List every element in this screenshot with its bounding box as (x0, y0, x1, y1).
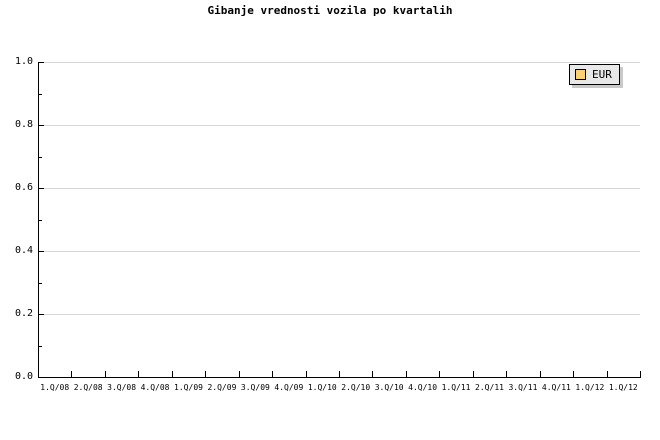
y-axis-label: 1.0 (14, 56, 33, 67)
x-axis-tick (607, 371, 608, 377)
y-axis-tick-minor (39, 94, 42, 95)
x-axis-tick (406, 371, 407, 377)
y-axis-tick-minor (39, 346, 42, 347)
y-axis-label: 0.2 (14, 308, 33, 319)
x-axis-tick (573, 371, 574, 377)
x-axis-label: 2.Q/09 (207, 383, 237, 392)
x-axis-label: 2.Q/08 (73, 383, 103, 392)
x-axis-label: 3.Q/09 (240, 383, 270, 392)
y-axis-tick-major (39, 125, 44, 126)
y-axis-label: 0.6 (14, 182, 33, 193)
x-axis-tick (138, 371, 139, 377)
x-axis-label: 1.Q/09 (174, 383, 203, 392)
x-axis-tick (473, 371, 474, 377)
x-axis-tick (38, 371, 39, 377)
chart-title: Gibanje vrednosti vozila po kvartalih (207, 4, 453, 17)
plot-area (38, 62, 640, 377)
x-axis-tick (540, 371, 541, 377)
x-axis-tick (205, 371, 206, 377)
x-axis-tick (372, 371, 373, 377)
gridline-horizontal (38, 188, 640, 189)
x-axis-label: 2.Q/11 (475, 383, 504, 392)
x-axis-label: 1.Q/08 (40, 383, 70, 392)
x-axis-tick (339, 371, 340, 377)
x-axis-label: 1.Q/12 (575, 383, 605, 392)
x-axis-tick (306, 371, 307, 377)
gridline-horizontal (38, 251, 640, 252)
y-axis-tick-major (39, 62, 44, 63)
gridline-horizontal (38, 62, 640, 63)
x-axis-label: 3.Q/11 (508, 383, 538, 392)
x-axis-label: 1.Q/11 (441, 383, 471, 392)
gridline-horizontal (38, 125, 640, 126)
legend-swatch-eur-icon (575, 69, 586, 80)
chart-legend[interactable]: EUR (569, 64, 620, 85)
x-axis-line (38, 377, 641, 378)
y-axis-tick-minor (39, 157, 42, 158)
y-axis-tick-minor (39, 220, 42, 221)
x-axis-tick (272, 371, 273, 377)
y-axis-tick-minor (39, 283, 42, 284)
x-axis-label: 4.Q/10 (408, 383, 438, 392)
x-axis-label: 1.Q/10 (307, 383, 337, 392)
y-axis-tick-major (39, 314, 44, 315)
y-axis-tick-major (39, 377, 44, 378)
x-axis-label: 4.Q/09 (274, 383, 304, 392)
y-axis-tick-major (39, 251, 44, 252)
x-axis-label: 3.Q/10 (374, 383, 404, 392)
x-axis-label: 1.Q/12 (608, 383, 638, 392)
x-axis-tick (439, 371, 440, 377)
y-axis-line (38, 62, 39, 378)
y-axis-label: 0.4 (14, 245, 33, 256)
x-axis-tick (172, 371, 173, 377)
y-axis-label: 0.8 (14, 119, 33, 130)
x-axis-tick (105, 371, 106, 377)
x-axis-label: 3.Q/08 (107, 383, 137, 392)
legend-label-eur: EUR (592, 68, 612, 81)
x-axis-tick (640, 371, 641, 377)
y-axis-tick-major (39, 188, 44, 189)
x-axis-tick (71, 371, 72, 377)
y-axis-label: 0.0 (14, 371, 33, 382)
x-axis-tick (506, 371, 507, 377)
gridline-horizontal (38, 314, 640, 315)
x-axis-label: 2.Q/10 (341, 383, 371, 392)
x-axis-tick (239, 371, 240, 377)
x-axis-label: 4.Q/11 (541, 383, 571, 392)
x-axis-label: 4.Q/08 (140, 383, 170, 392)
